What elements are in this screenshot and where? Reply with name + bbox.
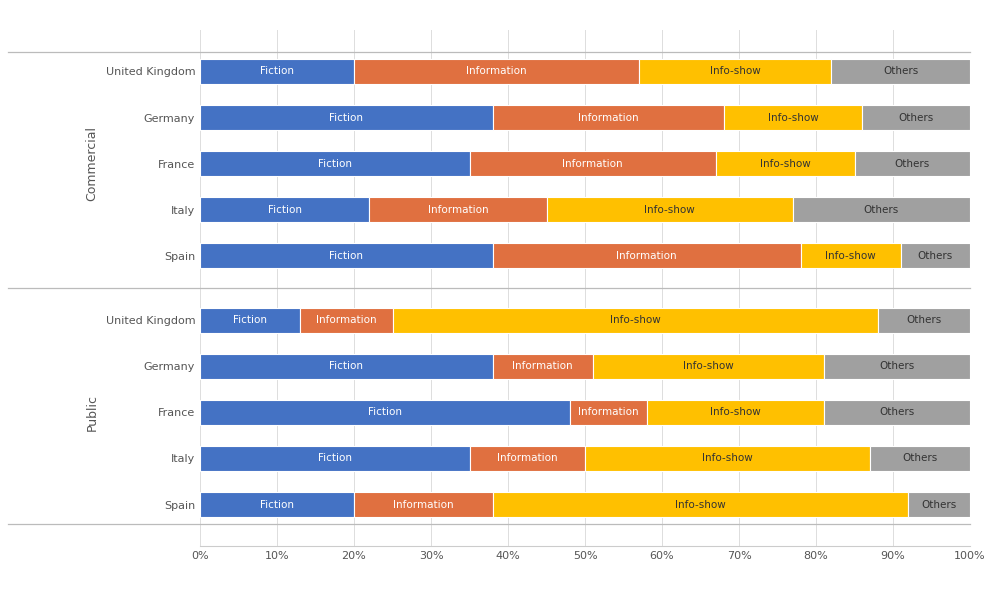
- Bar: [369, 197, 546, 223]
- Text: Others: Others: [879, 407, 914, 418]
- Text: Others: Others: [906, 315, 941, 325]
- Bar: [200, 197, 369, 223]
- Bar: [724, 105, 862, 130]
- Bar: [200, 308, 300, 333]
- Text: Info-show: Info-show: [710, 407, 761, 418]
- Text: Information: Information: [316, 315, 377, 325]
- Text: Information: Information: [512, 361, 573, 371]
- Text: Information: Information: [428, 205, 488, 215]
- Text: Fiction: Fiction: [233, 315, 267, 325]
- Text: Information: Information: [562, 158, 623, 169]
- Text: Others: Others: [883, 67, 918, 76]
- Text: Information: Information: [393, 500, 454, 509]
- Bar: [639, 59, 831, 84]
- Text: Others: Others: [922, 500, 957, 509]
- Text: Information: Information: [466, 67, 527, 76]
- Text: Fiction: Fiction: [260, 67, 294, 76]
- Bar: [200, 492, 354, 517]
- Text: Others: Others: [898, 113, 934, 122]
- Text: Public: Public: [86, 394, 99, 431]
- Bar: [593, 353, 824, 379]
- Text: Information: Information: [497, 454, 558, 463]
- Bar: [546, 197, 793, 223]
- Text: Information: Information: [578, 407, 638, 418]
- Bar: [647, 400, 824, 425]
- Bar: [585, 446, 870, 471]
- Text: Others: Others: [895, 158, 930, 169]
- Bar: [901, 243, 970, 268]
- Bar: [354, 59, 639, 84]
- Bar: [200, 400, 570, 425]
- Bar: [493, 105, 724, 130]
- Bar: [354, 492, 493, 517]
- Bar: [200, 151, 470, 176]
- Text: Info-show: Info-show: [675, 500, 726, 509]
- Bar: [870, 446, 970, 471]
- Bar: [200, 353, 493, 379]
- Text: Fiction: Fiction: [318, 158, 352, 169]
- Text: Info-show: Info-show: [702, 454, 753, 463]
- Bar: [908, 492, 970, 517]
- Text: Info-show: Info-show: [644, 205, 695, 215]
- Bar: [470, 446, 585, 471]
- Bar: [300, 308, 392, 333]
- Bar: [200, 243, 493, 268]
- Text: Fiction: Fiction: [329, 113, 363, 122]
- Text: Information: Information: [616, 251, 677, 261]
- Bar: [470, 151, 716, 176]
- Text: Commercial: Commercial: [86, 126, 99, 201]
- Bar: [793, 197, 970, 223]
- Text: Info-show: Info-show: [768, 113, 818, 122]
- Bar: [716, 151, 854, 176]
- Text: Fiction: Fiction: [329, 251, 363, 261]
- Text: Others: Others: [902, 454, 938, 463]
- Bar: [392, 308, 878, 333]
- Text: Fiction: Fiction: [329, 361, 363, 371]
- Bar: [862, 105, 970, 130]
- Bar: [493, 243, 801, 268]
- Bar: [824, 353, 970, 379]
- Bar: [570, 400, 647, 425]
- Bar: [493, 492, 908, 517]
- Text: Info-show: Info-show: [825, 251, 876, 261]
- Text: Information: Information: [578, 113, 638, 122]
- Text: Others: Others: [879, 361, 914, 371]
- Text: Fiction: Fiction: [260, 500, 294, 509]
- Text: Info-show: Info-show: [683, 361, 734, 371]
- Text: Others: Others: [918, 251, 953, 261]
- Bar: [200, 59, 354, 84]
- Text: Info-show: Info-show: [760, 158, 811, 169]
- Bar: [493, 353, 593, 379]
- Text: Fiction: Fiction: [368, 407, 402, 418]
- Text: Fiction: Fiction: [268, 205, 302, 215]
- Bar: [200, 446, 470, 471]
- Text: Others: Others: [864, 205, 899, 215]
- Bar: [831, 59, 970, 84]
- Bar: [878, 308, 970, 333]
- Bar: [801, 243, 901, 268]
- Bar: [824, 400, 970, 425]
- Bar: [200, 105, 493, 130]
- Text: Fiction: Fiction: [318, 454, 352, 463]
- Text: Info-show: Info-show: [610, 315, 660, 325]
- Text: Info-show: Info-show: [710, 67, 761, 76]
- Bar: [854, 151, 970, 176]
